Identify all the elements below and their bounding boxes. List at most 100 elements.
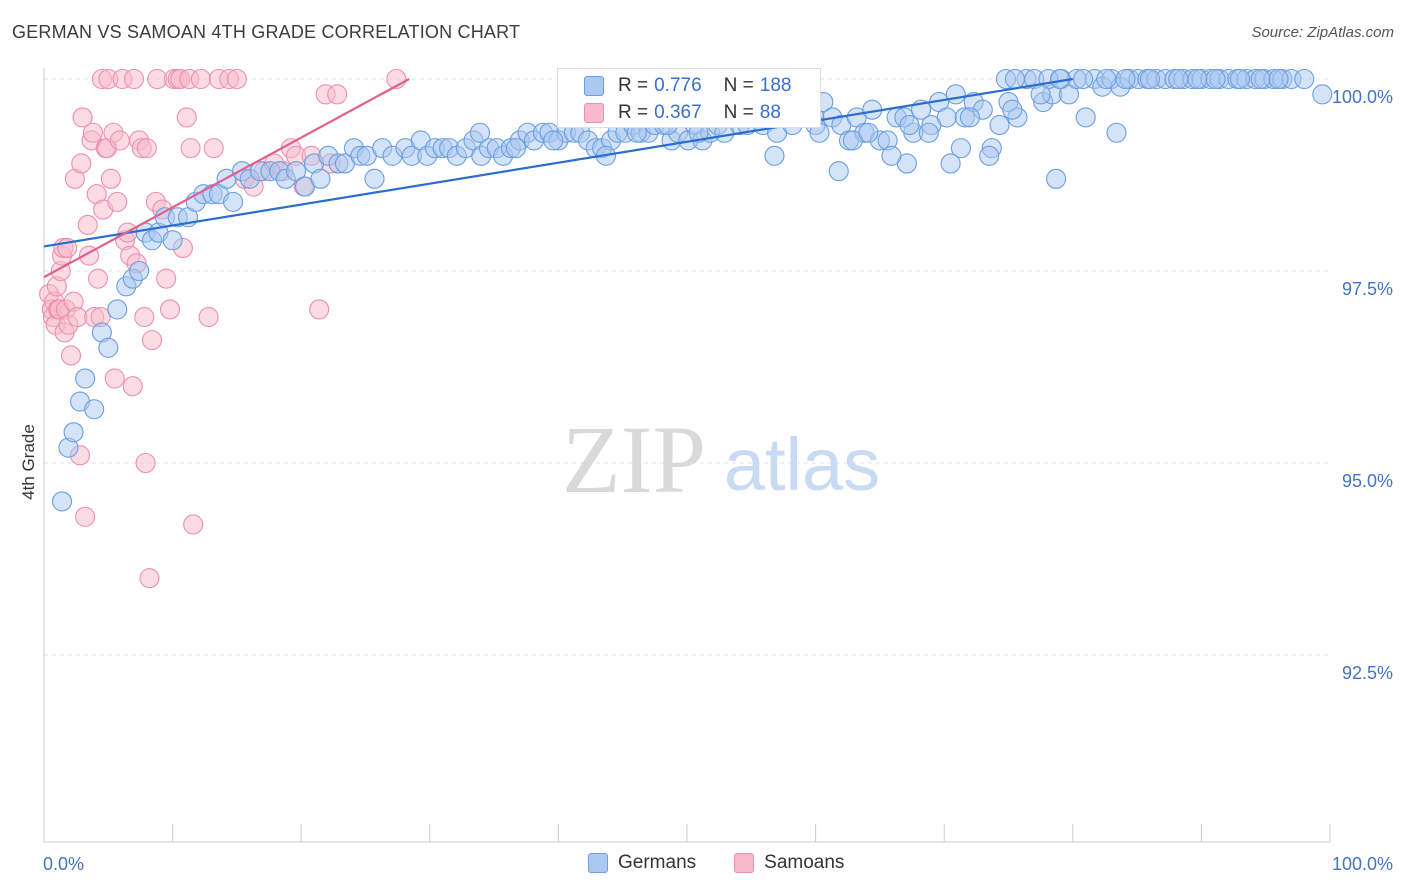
- samoan-n-value: 88: [759, 102, 781, 123]
- chart-title: GERMAN VS SAMOAN 4TH GRADE CORRELATION C…: [12, 22, 521, 42]
- samoan-point-50: [134, 307, 155, 328]
- samoan-point-69: [198, 307, 219, 328]
- samoan-point-67: [183, 514, 204, 535]
- bottom-legend: Germans Samoans: [588, 852, 882, 874]
- german-point-181: [959, 107, 980, 128]
- samoan-point-51: [135, 452, 156, 474]
- german-point-163: [1139, 68, 1161, 90]
- german-point-172: [1046, 168, 1067, 189]
- samoan-point-21: [72, 107, 93, 128]
- samoan-point-73: [226, 68, 247, 90]
- german-point-184: [1106, 122, 1127, 143]
- samoan-point-54: [141, 330, 163, 351]
- samoan-point-36: [100, 168, 121, 189]
- german-r-value: 0.776: [654, 75, 702, 96]
- german-point-196: [505, 138, 527, 159]
- german-point-31: [286, 161, 307, 182]
- samoan-point-52: [136, 138, 157, 159]
- samoan-point-53: [139, 568, 160, 589]
- samoan-point-18: [67, 307, 88, 328]
- samoan-n-label: N =: [723, 102, 754, 123]
- german-point-130: [1075, 107, 1096, 128]
- german-point-24: [222, 191, 244, 212]
- german-point-174: [940, 153, 961, 174]
- german-point-161: [1096, 68, 1117, 90]
- german-point-4: [75, 368, 96, 389]
- legend-item-germans[interactable]: Germans: [588, 852, 696, 874]
- x-tick-label-left: 0.0%: [43, 854, 84, 874]
- german-point-34: [310, 168, 331, 189]
- samoan-point-83: [309, 299, 330, 320]
- german-point-179: [881, 145, 902, 166]
- y-tick-label-3: 92.5%: [1342, 663, 1393, 683]
- trend-lines: [43, 77, 1073, 279]
- german-point-182: [1002, 99, 1023, 120]
- legend-swatch-germans: [588, 853, 608, 873]
- y-tick-label-1: 97.5%: [1342, 279, 1393, 299]
- german-point-154: [1294, 68, 1315, 90]
- german-point-157: [1004, 68, 1025, 90]
- german-point-180: [918, 122, 939, 143]
- legend-label-germans: Germans: [618, 852, 697, 873]
- samoan-point-26: [82, 122, 103, 143]
- german-point-2: [63, 422, 84, 443]
- samoan-point-56: [147, 68, 168, 90]
- samoan-point-86: [327, 84, 348, 105]
- y-tick-label-2: 95.0%: [1342, 471, 1393, 491]
- y-axis-label: 4th Grade: [19, 424, 38, 500]
- german-point-155: [1312, 84, 1333, 105]
- samoan-trend-line: [43, 78, 410, 279]
- samoan-point-22: [75, 506, 96, 527]
- legend-label-samoans: Samoans: [764, 852, 845, 873]
- german-point-166: [1205, 68, 1226, 90]
- german-point-164: [1168, 68, 1189, 90]
- watermark-atlas: atlas: [724, 423, 880, 506]
- german-point-8: [107, 299, 128, 320]
- axes: [43, 68, 1331, 843]
- y-tick-label-0: 100.0%: [1332, 87, 1393, 107]
- german-n-label: N =: [723, 75, 754, 96]
- samoan-r-label: R =: [618, 102, 649, 123]
- source-label: Source: ZipAtlas.com: [1251, 24, 1394, 41]
- german-point-168: [1250, 68, 1271, 90]
- y-tick-labels: 100.0% 97.5% 95.0% 92.5%: [1332, 87, 1393, 683]
- german-point-195: [543, 130, 564, 151]
- german-trend-line: [43, 77, 1073, 248]
- german-point-167: [1229, 68, 1251, 90]
- german-point-170: [828, 161, 849, 182]
- german-point-16: [162, 230, 183, 251]
- german-point-176: [764, 145, 785, 166]
- german-point-165: [1187, 68, 1208, 90]
- german-point-115: [945, 84, 966, 105]
- german-point-162: [1115, 68, 1136, 90]
- samoan-point-45: [122, 376, 143, 397]
- watermark-zip: ZIP: [562, 406, 706, 513]
- german-point-7: [98, 337, 119, 358]
- german-point-183: [1030, 84, 1051, 105]
- german-point-189: [858, 122, 879, 143]
- german-point-5: [84, 399, 105, 420]
- samoan-point-23: [77, 214, 98, 235]
- samoan-r-value: 0.367: [654, 102, 702, 123]
- german-point-175: [979, 145, 1000, 166]
- legend-item-samoans[interactable]: Samoans: [734, 852, 844, 874]
- german-point-169: [1268, 68, 1289, 90]
- german-point-120: [989, 115, 1010, 136]
- samoan-point-64: [176, 107, 197, 128]
- german-point-11: [129, 260, 150, 282]
- german-point-160: [1073, 68, 1094, 90]
- german-point-41: [364, 168, 385, 189]
- stats-row-german: R = 0.776 N = 188: [558, 73, 791, 99]
- german-point-0: [51, 491, 73, 512]
- samoan-point-68: [190, 68, 211, 90]
- german-point-197: [469, 122, 491, 143]
- samoan-point-38: [104, 368, 125, 389]
- german-point-173: [950, 138, 971, 159]
- samoan-point-66: [180, 138, 201, 159]
- samoan-point-46: [123, 68, 145, 90]
- german-point-190: [899, 115, 920, 136]
- samoan-point-70: [203, 138, 224, 159]
- samoan-point-40: [109, 130, 130, 151]
- samoan-point-58: [156, 268, 177, 289]
